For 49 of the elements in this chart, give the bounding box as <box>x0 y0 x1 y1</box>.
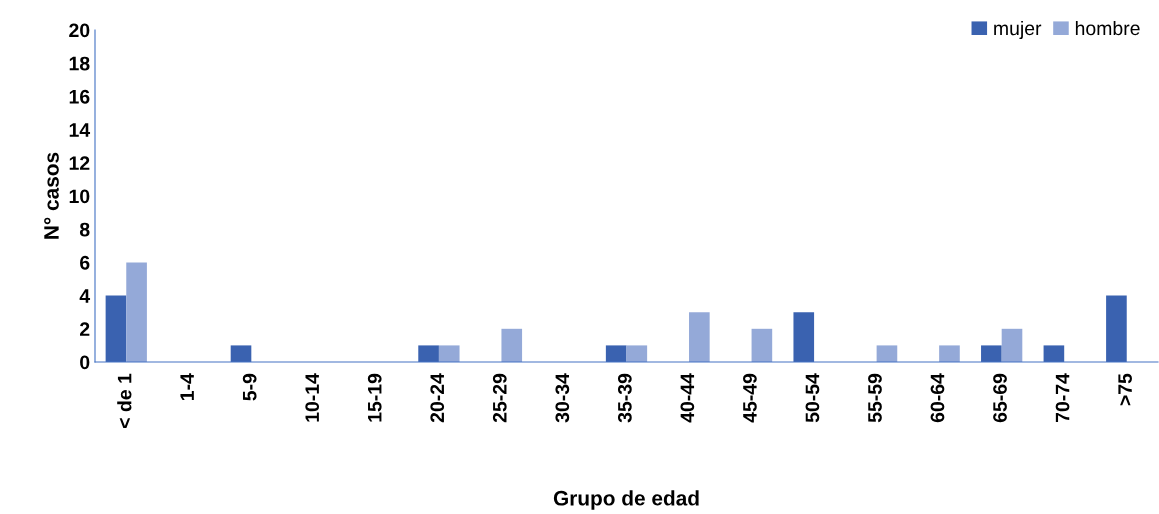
x-tick-label: 45-49 <box>743 373 757 423</box>
x-axis-title: Grupo de edad <box>553 490 699 510</box>
bar <box>438 345 460 362</box>
y-tick-label: 4 <box>79 289 91 303</box>
y-axis-title: N° casos <box>44 152 59 239</box>
x-tick-label: 25-29 <box>492 373 507 423</box>
legend-label: mujer <box>994 20 1042 40</box>
bar <box>1043 345 1065 362</box>
x-tick-label: 1-4 <box>180 373 194 400</box>
x-tick-label: 50-54 <box>805 373 820 423</box>
y-tick-label: 18 <box>69 56 90 71</box>
x-tick-label: 20-24 <box>430 373 445 423</box>
x-tick-label: 40-44 <box>680 373 695 423</box>
x-tick-label: 65-69 <box>993 373 1007 423</box>
x-tick-label: < de 1 <box>117 373 132 428</box>
x-tick-label: 10-14 <box>305 373 320 422</box>
y-tick-label: 8 <box>79 222 90 237</box>
bar <box>501 328 523 362</box>
bar <box>876 345 898 362</box>
y-tick-label: 10 <box>69 189 90 204</box>
bar <box>1001 328 1023 362</box>
y-tick-label: 14 <box>69 123 91 137</box>
y-tick-label: 16 <box>69 89 90 104</box>
y-tick-label: 0 <box>80 355 90 370</box>
bar <box>605 345 627 362</box>
bar <box>626 345 648 362</box>
bar <box>1106 295 1127 362</box>
x-tick-label: 30-34 <box>555 373 570 423</box>
x-tick-label: 5-9 <box>242 373 257 401</box>
y-tick-label: 2 <box>80 322 90 336</box>
y-tick-label: 6 <box>80 255 90 270</box>
bar <box>105 295 127 362</box>
bar <box>981 345 1002 362</box>
x-tick-label: 35-39 <box>617 373 632 423</box>
bar <box>793 312 815 362</box>
bar <box>751 328 773 362</box>
x-tick-label: >75 <box>1118 373 1132 406</box>
x-tick-label: 55-59 <box>868 373 882 423</box>
bar <box>939 345 960 362</box>
bar <box>689 312 710 362</box>
bar <box>418 345 439 362</box>
y-tick-label: 12 <box>69 156 90 170</box>
x-tick-label: 60-64 <box>930 373 945 423</box>
bar <box>230 345 252 362</box>
bar <box>126 262 147 362</box>
legend-label: hombre <box>1075 20 1140 36</box>
x-tick-label: 70-74 <box>1055 373 1070 422</box>
y-tick-label: 20 <box>69 23 90 38</box>
x-tick-label: 15-19 <box>367 373 382 422</box>
